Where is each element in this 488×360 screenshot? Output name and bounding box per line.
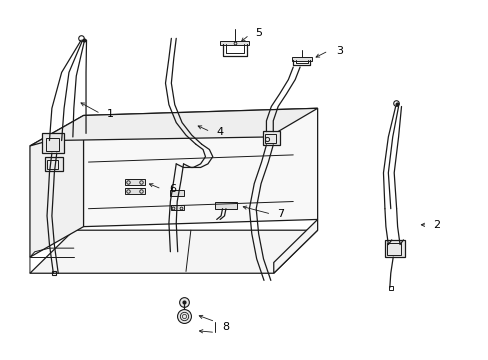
Bar [171, 205, 183, 211]
Text: 4: 4 [216, 127, 223, 136]
Bar [291, 57, 311, 60]
Bar [125, 179, 144, 185]
Bar [215, 202, 237, 209]
Text: 5: 5 [255, 28, 262, 38]
Bar [45, 138, 59, 150]
Bar [44, 157, 63, 171]
Bar [47, 160, 58, 169]
Polygon shape [30, 108, 317, 146]
Text: 7: 7 [277, 209, 284, 219]
Text: 1: 1 [107, 109, 114, 119]
Bar [220, 41, 249, 45]
Polygon shape [30, 116, 83, 257]
Bar [125, 188, 144, 194]
Polygon shape [83, 108, 317, 226]
Text: 8: 8 [222, 322, 229, 332]
Bar [265, 134, 276, 143]
Text: 3: 3 [335, 46, 343, 56]
Bar [42, 134, 64, 153]
Text: 6: 6 [168, 184, 176, 194]
Text: 2: 2 [433, 220, 440, 230]
Bar [384, 240, 405, 257]
Bar [170, 190, 183, 196]
Polygon shape [273, 220, 317, 273]
Bar [386, 243, 400, 255]
Bar [263, 131, 280, 145]
Polygon shape [30, 230, 317, 273]
